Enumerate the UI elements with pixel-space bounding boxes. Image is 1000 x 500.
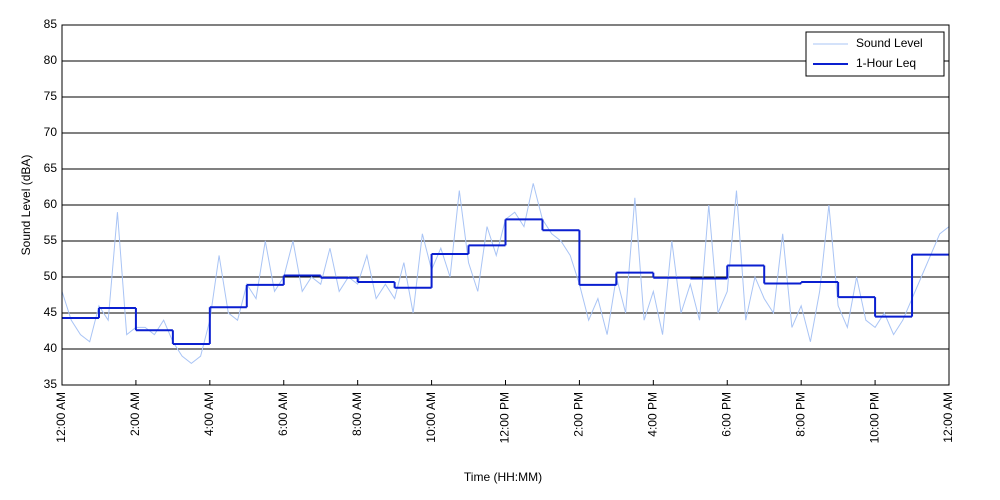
y-tick-label: 55 [44,233,58,247]
y-tick-label: 60 [44,197,58,211]
x-tick-label: 10:00 AM [424,392,438,443]
y-tick-label: 75 [44,89,58,103]
y-tick-label: 35 [44,377,58,391]
legend-label: Sound Level [856,36,923,50]
x-tick-label: 8:00 PM [793,392,807,437]
x-tick-label: 8:00 AM [350,392,364,436]
x-tick-label: 6:00 AM [276,392,290,436]
x-tick-label: 4:00 AM [202,392,216,436]
x-tick-label: 12:00 AM [54,392,68,443]
y-tick-label: 85 [44,17,58,31]
y-tick-label: 70 [44,125,58,139]
x-tick-label: 12:00 PM [498,392,512,443]
plot-frame [61,24,950,386]
x-axis-label: Time (HH:MM) [464,470,542,484]
y-tick-label: 80 [44,53,58,67]
x-tick-label: 6:00 PM [719,392,733,437]
x-tick-label: 10:00 PM [867,392,881,443]
x-tick-label: 12:00 AM [941,392,955,443]
legend-box [805,31,945,77]
x-tick-label: 2:00 AM [128,392,142,436]
x-tick-label: 4:00 PM [646,392,660,437]
y-axis-label: Sound Level (dBA) [19,155,33,256]
y-tick-label: 65 [44,161,58,175]
y-tick-label: 50 [44,269,58,283]
x-tick-label: 2:00 PM [572,392,586,437]
legend-label: 1-Hour Leq [856,56,916,70]
y-tick-label: 40 [44,341,58,355]
y-tick-label: 45 [44,305,58,319]
